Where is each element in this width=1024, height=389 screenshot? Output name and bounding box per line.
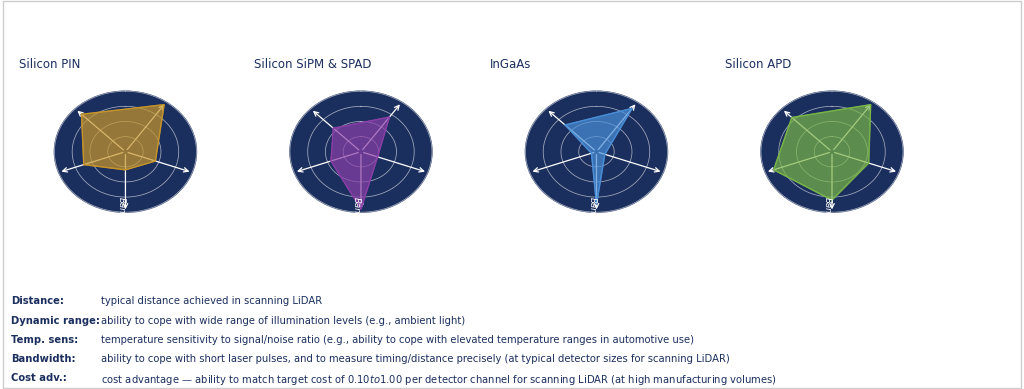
Text: Dynamic
range: Dynamic range (862, 53, 900, 96)
Text: cost advantage — ability to match target cost of $0.10 to $1.00 per detector cha: cost advantage — ability to match target… (101, 373, 777, 387)
Text: ability to cope with short laser pulses, and to measure timing/distance precisel: ability to cope with short laser pulses,… (101, 354, 730, 364)
Text: Temp sens.: Temp sens. (669, 175, 718, 200)
Text: Temp sens.: Temp sens. (904, 175, 953, 200)
Polygon shape (82, 105, 164, 170)
Text: typical distance achieved in scanning LiDAR: typical distance achieved in scanning Li… (101, 296, 322, 307)
Text: Distance: Distance (513, 70, 546, 103)
Text: Cost adv.: Cost adv. (483, 175, 524, 197)
Polygon shape (331, 117, 389, 209)
Ellipse shape (54, 91, 197, 212)
Text: Cost adv.: Cost adv. (248, 175, 289, 197)
Text: Cost adv.: Cost adv. (719, 175, 760, 197)
Ellipse shape (290, 91, 432, 212)
Text: Temp sens.: Temp sens. (433, 175, 482, 200)
Text: temperature sensitivity to signal/noise ratio (e.g., ability to cope with elevat: temperature sensitivity to signal/noise … (101, 335, 694, 345)
Text: Distance: Distance (278, 70, 310, 103)
Text: Silicon PIN: Silicon PIN (18, 58, 80, 71)
Text: Bandwidth: Bandwidth (352, 197, 360, 243)
Text: ability to cope with wide range of illumination levels (e.g., ambient light): ability to cope with wide range of illum… (101, 315, 465, 326)
Text: Dynamic range:: Dynamic range: (11, 315, 100, 326)
Text: Distance: Distance (42, 70, 75, 103)
Ellipse shape (761, 91, 903, 212)
Text: Bandwidth: Bandwidth (117, 197, 125, 243)
Text: Dynamic
range: Dynamic range (391, 53, 429, 96)
Text: Silicon SiPM & SPAD: Silicon SiPM & SPAD (254, 58, 372, 71)
Polygon shape (565, 109, 632, 205)
Text: Bandwidth: Bandwidth (823, 197, 831, 243)
Text: Distance:: Distance: (11, 296, 65, 307)
Text: Bandwidth: Bandwidth (588, 197, 596, 243)
Text: InGaAs: InGaAs (489, 58, 531, 71)
Text: Cost adv.: Cost adv. (12, 175, 53, 197)
Text: Dynamic
range: Dynamic range (627, 53, 665, 96)
Text: Temp sens.: Temp sens. (198, 175, 247, 200)
Text: Temp. sens:: Temp. sens: (11, 335, 79, 345)
Ellipse shape (525, 91, 668, 212)
Text: Distance: Distance (749, 70, 781, 103)
Polygon shape (773, 105, 870, 200)
Text: Cost adv.:: Cost adv.: (11, 373, 68, 383)
Text: Silicon APD: Silicon APD (725, 58, 792, 71)
Text: Bandwidth:: Bandwidth: (11, 354, 76, 364)
Text: Dynamic
range: Dynamic range (156, 53, 194, 96)
